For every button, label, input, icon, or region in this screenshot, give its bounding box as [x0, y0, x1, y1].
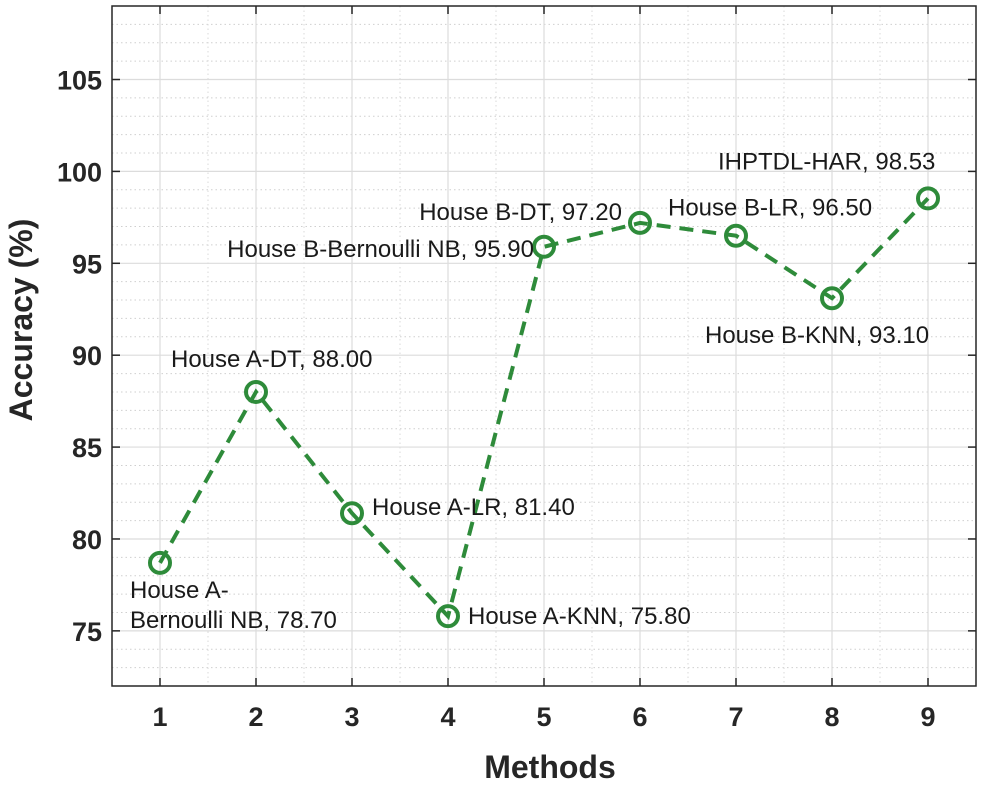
- x-axis-title: Methods: [484, 749, 616, 785]
- y-tick-label: 85: [72, 433, 102, 463]
- point-label-line: House B-Bernoulli NB, 95.90: [227, 236, 534, 263]
- x-tick-label: 5: [536, 702, 551, 732]
- point-label-line: House A-KNN, 75.80: [468, 603, 691, 630]
- point-label: House B-LR, 96.50: [668, 195, 872, 222]
- point-label: House A-LR, 81.40: [372, 494, 575, 521]
- point-label: House A-KNN, 75.80: [468, 603, 691, 630]
- axis-ticks: [112, 6, 976, 686]
- point-label-line: House A-LR, 81.40: [372, 494, 575, 521]
- y-tick-labels: 75 80 85 90 95 100 105: [57, 66, 102, 647]
- y-tick-label: 105: [57, 66, 102, 96]
- series-markers: [148, 186, 940, 629]
- data-point-marker: [820, 286, 844, 311]
- point-label-line: House B-LR, 96.50: [668, 195, 872, 222]
- y-tick-label: 95: [72, 249, 102, 279]
- y-tick-label: 80: [72, 525, 102, 555]
- x-tick-label: 6: [632, 702, 647, 732]
- data-point-marker: [436, 604, 460, 629]
- x-tick-label: 4: [440, 702, 455, 732]
- x-tick-label: 8: [824, 702, 839, 732]
- y-tick-label: 90: [72, 341, 102, 371]
- x-tick-label: 3: [344, 702, 359, 732]
- point-label: House B-DT, 97.20: [419, 199, 622, 226]
- x-tick-labels: 1 2 3 4 5 6 7 8 9: [152, 702, 935, 732]
- point-label: House A- Bernoulli NB, 78.70: [130, 577, 337, 634]
- data-point-marker: [244, 379, 268, 404]
- data-point-marker: [148, 550, 172, 575]
- point-label: House B-KNN, 93.10: [705, 322, 929, 349]
- point-label: IHPTDL-HAR, 98.53: [718, 148, 935, 175]
- point-label: House A-DT, 88.00: [171, 346, 372, 373]
- point-label: House B-Bernoulli NB, 95.90: [227, 236, 534, 263]
- point-label-line: House B-KNN, 93.10: [705, 322, 929, 349]
- x-tick-label: 2: [248, 702, 263, 732]
- x-tick-label: 1: [152, 702, 167, 732]
- data-point-marker: [628, 210, 652, 235]
- point-label-line: House A-: [130, 577, 229, 604]
- point-label-line: House A-DT, 88.00: [171, 346, 372, 373]
- point-label-line: Bernoulli NB, 78.70: [130, 607, 337, 634]
- data-point-marker: [340, 501, 364, 526]
- y-tick-label: 100: [57, 157, 102, 187]
- y-tick-label: 75: [72, 617, 102, 647]
- data-point-marker: [724, 223, 748, 248]
- x-tick-label: 9: [920, 702, 935, 732]
- y-axis-title: Accuracy (%): [3, 219, 39, 422]
- point-label-line: IHPTDL-HAR, 98.53: [718, 148, 935, 175]
- point-annotations: House A- Bernoulli NB, 78.70 House A-DT, 8…: [130, 148, 935, 633]
- major-grid: [112, 6, 976, 686]
- data-point-marker: [532, 234, 556, 259]
- data-point-marker: [916, 186, 940, 211]
- x-tick-label: 7: [728, 702, 743, 732]
- point-label-line: House B-DT, 97.20: [419, 199, 622, 226]
